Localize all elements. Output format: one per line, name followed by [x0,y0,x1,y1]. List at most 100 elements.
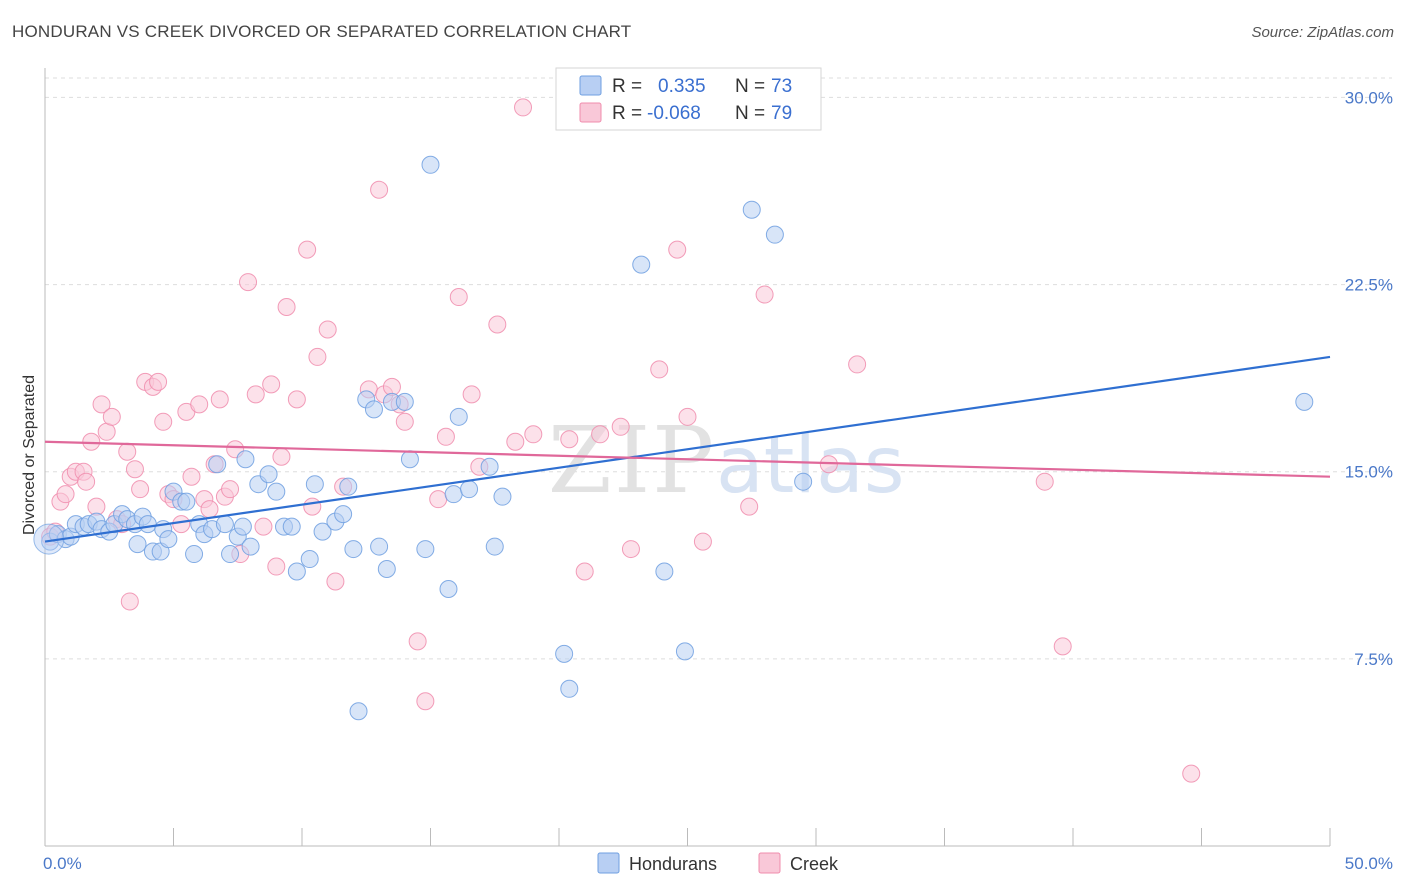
hondurans-point-70 [742,200,761,219]
y-axis-label: Divorced or Separated [21,375,38,535]
creek-point-3 [56,485,75,504]
creek-point-41 [267,557,286,576]
creek-point-66 [514,98,533,117]
bottom-legend-swatch-creek [758,852,781,874]
legend-r-value-creek: -0.068 [647,103,701,124]
hondurans-point-20 [159,530,178,549]
creek-point-15 [118,442,137,461]
tick-labels: 7.5% 15.0% 22.5% 30.0% 0.0% 50.0% [43,88,1393,873]
x-tick-label-0: 0.0% [43,854,82,873]
grid-lines [45,77,1392,660]
creek-point-64 [488,315,507,334]
hondurans-point-56 [416,540,435,559]
creek-point-65 [506,432,525,451]
hondurans-point-15 [128,535,147,554]
source-label: Source: ZipAtlas.com [1251,24,1394,41]
trend-lines [44,355,1331,543]
bottom-legend-label-creek: Creek [790,854,839,874]
hondurans-point-59 [444,485,463,504]
hondurans-point-61 [460,480,479,499]
creek-point-27 [182,467,201,486]
hondurans-point-55 [400,450,419,469]
legend-r-label-creek: R = [612,103,642,124]
hondurans-point-43 [313,522,332,541]
hondurans-point-42 [305,475,324,494]
hondurans-point-34 [241,537,260,556]
bottom-legend-swatch-hondurans [597,852,620,874]
legend-n-label-hondurans: N = [735,76,765,97]
creek-point-80 [848,355,867,374]
creek-point-17 [125,460,144,479]
hondurans-point-67 [632,255,651,274]
hondurans-trend-line [44,355,1331,543]
scatter-points [33,98,1314,783]
creek-point-11 [97,422,116,441]
hondurans-point-29 [215,515,234,534]
legend-n-label-creek: N = [735,103,765,124]
legend-n-value-hondurans: 73 [771,76,792,97]
creek-point-74 [668,240,687,259]
hondurans-point-72 [794,472,813,491]
hondurans-point-24 [185,545,204,564]
creek-point-46 [303,497,322,516]
watermark: ZIP atlas [548,407,905,514]
hondurans-point-36 [259,465,278,484]
y-tick-label-1: 15.0% [1345,463,1393,482]
creek-trend-line [44,440,1331,478]
creek-point-68 [560,430,579,449]
hondurans-point-28 [208,455,227,474]
creek-point-40 [262,375,281,394]
hondurans-point-47 [344,540,363,559]
creek-point-82 [1053,637,1072,656]
creek-point-34 [221,480,240,499]
hondurans-point-58 [439,579,458,598]
axes [44,68,1331,847]
creek-point-56 [395,412,414,431]
creek-point-43 [277,298,296,317]
legend-swatch-hondurans [579,75,602,96]
creek-point-78 [755,285,774,304]
hondurans-point-33 [236,450,255,469]
creek-point-37 [239,273,258,292]
hondurans-point-40 [287,562,306,581]
hondurans-point-68 [655,562,674,581]
creek-point-54 [382,377,401,396]
creek-point-12 [102,407,121,426]
creek-point-28 [190,395,209,414]
hondurans-point-66 [560,679,579,698]
creek-point-58 [416,692,435,711]
creek-point-52 [370,180,389,199]
creek-point-60 [436,427,455,446]
hondurans-point-16 [138,515,157,534]
legend-r-label-hondurans: R = [612,76,642,97]
creek-point-75 [678,407,697,426]
hondurans-point-30 [221,545,240,564]
hondurans-point-39 [282,517,301,536]
y-tick-label-0: 7.5% [1354,650,1393,669]
hondurans-point-62 [480,457,499,476]
legend-n-value-creek: 79 [771,103,792,124]
hondurans-point-37 [267,482,286,501]
hondurans-point-45 [334,505,353,524]
hondurans-point-32 [233,517,252,536]
creek-point-71 [611,417,630,436]
hondurans-point-51 [370,537,389,556]
hondurans-point-65 [555,644,574,663]
creek-point-47 [308,347,327,366]
creek-point-59 [429,490,448,509]
creek-point-73 [650,360,669,379]
y-tick-label-3: 30.0% [1345,88,1393,107]
y-tick-label-2: 22.5% [1345,276,1393,295]
creek-point-10 [92,395,111,414]
creek-point-70 [591,425,610,444]
hondurans-point-50 [364,400,383,419]
creek-point-42 [272,447,291,466]
hondurans-point-46 [339,477,358,496]
bottom-legend: Hondurans Creek [597,852,839,874]
hondurans-point-23 [177,492,196,511]
hondurans-point-69 [675,642,694,661]
chart-title: HONDURAN VS CREEK DIVORCED OR SEPARATED … [12,22,632,41]
hondurans-point-54 [395,392,414,411]
bottom-legend-label-hondurans: Hondurans [629,854,717,874]
